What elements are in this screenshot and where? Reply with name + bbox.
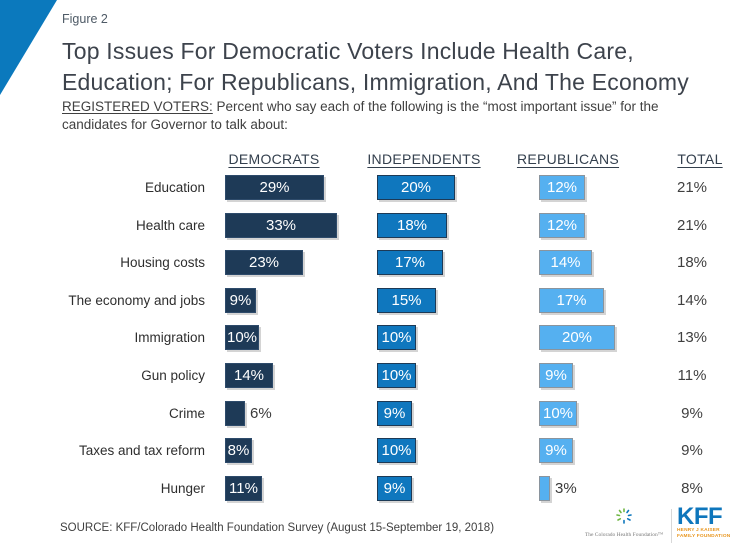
column-header-democrats: DEMOCRATS <box>228 151 320 167</box>
bar-republicans: 9% <box>539 363 573 388</box>
bar-independents: 18% <box>377 212 447 238</box>
issue-label: The economy and jobs <box>68 292 205 308</box>
bar-democrats: 33% <box>225 212 337 238</box>
subtitle-lead: REGISTERED VOTERS: <box>62 99 213 114</box>
corner-accent-triangle <box>0 0 57 95</box>
colorado-health-foundation-label: The Colorado Health Foundation™ <box>584 532 664 538</box>
chart-title: Top Issues For Democratic Voters Include… <box>62 36 689 97</box>
issue-label: Taxes and tax reform <box>78 443 205 459</box>
bar-republicans <box>539 475 550 501</box>
issue-label: Immigration <box>134 330 205 346</box>
issue-label: Hunger <box>160 480 205 496</box>
subtitle-rest-line1: Percent who say each of the following is… <box>216 99 659 114</box>
bar-independents: 20% <box>377 175 455 200</box>
colorado-health-foundation-logo: The Colorado Health Foundation™ <box>583 506 665 538</box>
total-value: 9% <box>681 404 703 422</box>
total-value: 13% <box>676 329 708 347</box>
kff-caption-line1: HENRY J KAISER <box>677 528 720 533</box>
bar-republicans: 9% <box>539 438 573 464</box>
bar-democrats: 29% <box>225 175 324 200</box>
bar-independents: 10% <box>377 325 416 351</box>
bar-republicans: 20% <box>539 325 615 351</box>
bar-republicans: 12% <box>539 175 585 200</box>
kff-logo: KFF HENRY J KAISER FAMILY FOUNDATION <box>677 503 735 539</box>
chart-title-line2: Education; For Republicans, Immigration,… <box>62 68 689 95</box>
bar-independents: 10% <box>377 438 416 464</box>
bar-democrats: 23% <box>225 250 303 276</box>
sunburst-icon <box>616 508 632 524</box>
bar-republicans: 14% <box>539 250 592 276</box>
kff-logo-caption: HENRY J KAISER FAMILY FOUNDATION <box>677 528 735 539</box>
bar-independents: 15% <box>377 287 436 313</box>
column-header-total: TOTAL <box>677 151 723 167</box>
subtitle-line2: candidates for Governor to talk about: <box>62 116 288 132</box>
issue-label: Education <box>144 180 205 195</box>
bar-republicans: 10% <box>539 400 577 426</box>
bar-democrats: 10% <box>225 325 259 351</box>
bar-independents: 9% <box>377 400 412 426</box>
issue-label: Housing costs <box>120 255 205 271</box>
bar-democrats: 11% <box>225 475 262 501</box>
bar-value-outside: 3% <box>555 479 577 497</box>
bar-republicans: 17% <box>539 287 604 313</box>
total-value: 18% <box>676 254 708 272</box>
kff-logo-mark: KFF <box>677 503 723 530</box>
issue-label: Health care <box>135 217 205 233</box>
column-header-republicans: REPUBLICANS <box>516 151 620 167</box>
bar-democrats: 9% <box>225 287 256 313</box>
source-note: SOURCE: KFF/Colorado Health Foundation S… <box>60 522 495 534</box>
total-value: 21% <box>676 216 708 234</box>
issue-label: Gun policy <box>141 368 205 383</box>
chart-subtitle: REGISTERED VOTERS: Percent who say each … <box>62 98 710 133</box>
total-value: 8% <box>681 479 703 497</box>
issue-label: Crime <box>169 405 205 421</box>
bar-democrats: 14% <box>225 363 273 388</box>
bar-independents: 17% <box>377 250 443 276</box>
total-value: 9% <box>681 442 703 460</box>
chart-title-line1: Top Issues For Democratic Voters Include… <box>62 38 634 64</box>
bar-republicans: 12% <box>539 212 585 238</box>
bar-independents: 9% <box>377 475 412 501</box>
bar-value-outside: 6% <box>250 404 272 422</box>
total-value: 21% <box>676 179 708 196</box>
total-value: 14% <box>676 291 708 309</box>
total-value: 11% <box>677 367 707 384</box>
logo-divider <box>671 509 672 543</box>
figure-label: Figure 2 <box>62 12 108 26</box>
column-header-independents: INDEPENDENTS <box>367 151 481 167</box>
bar-democrats <box>225 400 245 426</box>
kff-caption-line2: FAMILY FOUNDATION <box>677 533 731 539</box>
bar-democrats: 8% <box>225 438 252 464</box>
bar-independents: 10% <box>377 363 416 388</box>
